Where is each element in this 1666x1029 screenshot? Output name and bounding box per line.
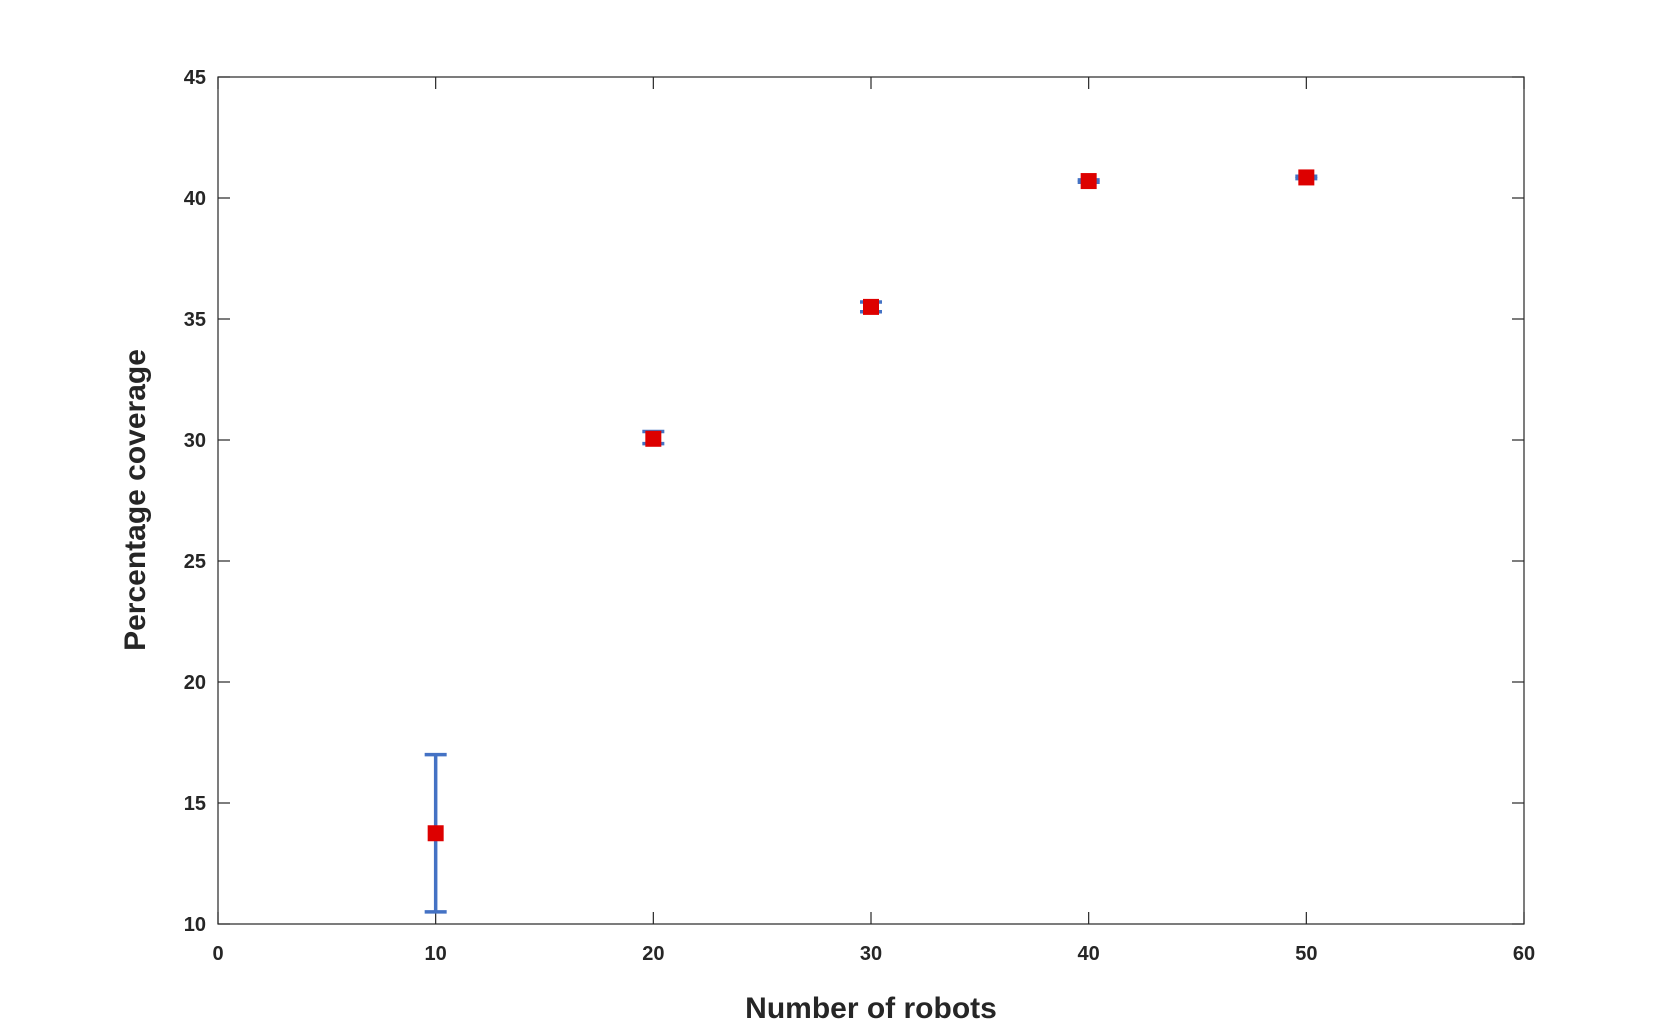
y-tick-label: 20 bbox=[184, 672, 206, 694]
y-tick-label: 10 bbox=[184, 914, 206, 936]
plot-area bbox=[217, 76, 1525, 925]
data-point bbox=[645, 430, 662, 447]
y-tick-label: 15 bbox=[184, 793, 206, 815]
data-point bbox=[863, 298, 879, 315]
y-tick-label: 25 bbox=[184, 551, 206, 573]
x-tick-label: 0 bbox=[212, 943, 223, 965]
x-tick-label: 60 bbox=[1513, 943, 1535, 965]
x-tick-label: 30 bbox=[860, 943, 882, 965]
data-markers bbox=[427, 169, 1315, 842]
y-axis-ticks: 10 15 20 25 30 35 40 45 bbox=[184, 67, 1524, 936]
y-axis-label: Percentage coverage bbox=[119, 349, 152, 651]
x-tick-label: 50 bbox=[1295, 943, 1317, 965]
y-tick-label: 35 bbox=[184, 309, 206, 331]
data-point bbox=[1080, 173, 1097, 190]
data-point bbox=[1298, 169, 1315, 186]
x-axis-label: Number of robots bbox=[745, 992, 997, 1025]
data-point bbox=[427, 825, 444, 842]
x-tick-label: 20 bbox=[642, 943, 664, 965]
x-tick-label: 40 bbox=[1078, 943, 1100, 965]
y-tick-label: 30 bbox=[184, 430, 206, 452]
y-tick-label: 40 bbox=[184, 188, 206, 210]
x-tick-label: 10 bbox=[425, 943, 447, 965]
y-tick-label: 45 bbox=[184, 67, 206, 89]
x-axis-ticks: 0 10 20 30 40 50 60 bbox=[212, 77, 1535, 965]
